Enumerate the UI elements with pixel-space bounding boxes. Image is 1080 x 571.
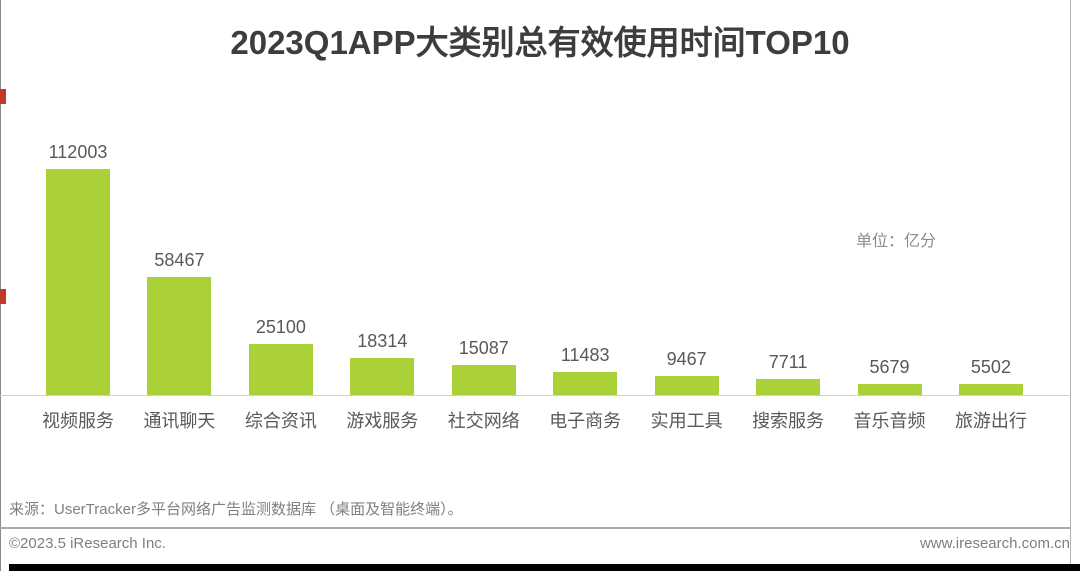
page-left-border <box>0 0 1 571</box>
category-label: 综合资讯 <box>244 411 317 431</box>
bar-group: 15087 <box>451 337 516 395</box>
bar-group: 5502 <box>958 356 1023 395</box>
chart-title: 2023Q1APP大类别总有效使用时间TOP10 <box>230 24 850 61</box>
bar-value-label: 11483 <box>560 344 610 365</box>
bar-value-label: 25100 <box>255 317 306 338</box>
bar <box>857 383 922 395</box>
bottom-black-bar <box>9 564 1080 571</box>
bar-value-label: 7711 <box>768 352 808 373</box>
bar-group: 18314 <box>350 331 415 395</box>
red-accent-square-top <box>0 89 6 104</box>
bar-group: 7711 <box>756 352 821 395</box>
bar-value-label: 9467 <box>666 348 707 369</box>
bar <box>553 371 618 395</box>
red-accent-square-mid <box>0 289 6 304</box>
source-note: 来源：UserTracker多平台网络广告监测数据库 （桌面及智能终端）。 <box>9 501 463 518</box>
bar-group: 11483 <box>553 344 618 395</box>
footer-row: ©2023.5 iResearch Inc. www.iresearch.com… <box>9 535 1070 552</box>
website-text: www.iresearch.com.cn <box>919 535 1070 552</box>
bar-value-label: 18314 <box>357 331 408 351</box>
category-label: 电子商务 <box>549 411 622 431</box>
bar-group: 5679 <box>857 356 922 395</box>
category-label: 通讯聊天 <box>143 411 216 431</box>
bar-group: 25100 <box>248 317 313 395</box>
bar <box>147 277 212 395</box>
footer-divider <box>0 527 1070 529</box>
copyright-text: ©2023.5 iResearch Inc. <box>9 535 166 552</box>
bar <box>350 358 415 395</box>
bar <box>46 169 110 395</box>
bar-value-label: 112003 <box>48 142 108 162</box>
unit-label: 单位：亿分 <box>856 233 937 250</box>
bar <box>958 383 1023 395</box>
bar-group: 9467 <box>654 348 719 395</box>
bar <box>248 344 313 395</box>
category-label: 游戏服务 <box>346 411 419 431</box>
bar <box>451 364 516 395</box>
bar-group: 58467 <box>147 250 212 395</box>
bar-value-label: 5502 <box>970 356 1011 377</box>
bar <box>654 375 719 395</box>
category-label: 社交网络 <box>447 411 520 431</box>
category-label: 旅游出行 <box>954 411 1027 431</box>
category-label: 搜索服务 <box>752 411 825 431</box>
bar-value-label: 58467 <box>154 250 205 270</box>
bar-value-label: 15087 <box>458 337 509 358</box>
x-axis-line <box>0 395 1070 396</box>
category-label: 视频服务 <box>42 411 114 431</box>
category-label: 实用工具 <box>650 411 723 431</box>
bar <box>756 379 821 395</box>
bar-value-label: 5679 <box>869 356 910 377</box>
category-labels-row: 视频服务 通讯聊天 综合资讯 游戏服务 社交网络 电子商务 实用工具 搜索服务 音乐音频 旅游出行 <box>42 407 1027 431</box>
category-label: 音乐音频 <box>853 411 926 431</box>
page-right-border <box>1070 0 1071 571</box>
bar-group: 112003 <box>46 142 110 395</box>
bars-area: 112003 58467 25100 18314 15087 11483 9467 7711 5… <box>46 0 1023 395</box>
